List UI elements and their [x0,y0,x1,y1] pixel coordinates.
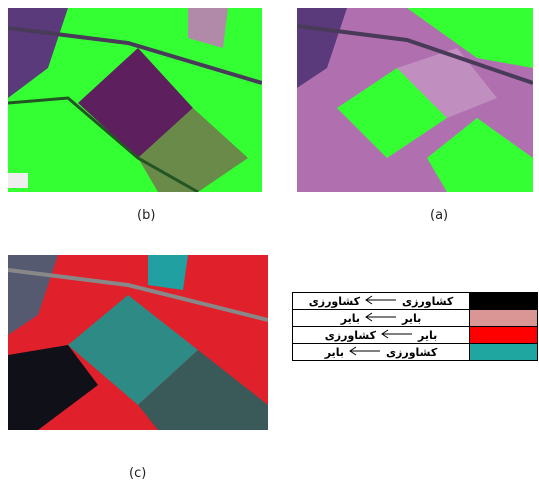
legend-text: کشاورزی بایر [293,327,470,344]
figure: (b) (a) (c) کشاورزیکشاورزیبایربایرکشاورز… [0,0,539,485]
legend-swatch [470,310,538,327]
panel-label: (c) [129,466,146,481]
legend-swatch [470,327,538,344]
image-c [8,255,268,430]
from-class: کشاورزی [402,295,453,308]
arrow [380,329,414,342]
from-class: بایر [402,312,421,325]
image-b [8,8,262,192]
to-class: کشاورزی [325,329,376,342]
legend-swatch [470,344,538,361]
arrow [364,295,398,308]
legend-row: کشاورزی کشاورزی [293,293,538,310]
arrow [348,346,382,359]
legend-text: بایر کشاورزی [293,344,470,361]
legend-text: بایر بایر [293,310,470,327]
to-class: بایر [325,346,344,359]
panel-label: (a) [430,208,448,223]
legend-swatch [470,293,538,310]
legend-row: بایر بایر [293,310,538,327]
from-class: بایر [418,329,437,342]
legend-row: بایر کشاورزی [293,344,538,361]
legend-row: کشاورزی بایر [293,327,538,344]
from-class: کشاورزی [386,346,437,359]
to-class: بایر [341,312,360,325]
to-class: کشاورزی [309,295,360,308]
panel-label: (b) [137,208,155,223]
legend-text: کشاورزی کشاورزی [293,293,470,310]
image-a [297,8,533,192]
arrow [364,312,398,325]
